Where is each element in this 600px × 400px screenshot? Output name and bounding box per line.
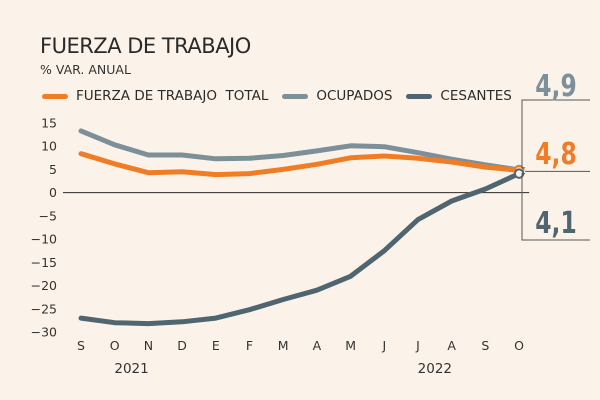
x-tick-label: O [514,338,524,353]
end-label-ocupados: 4,9 [535,69,576,104]
y-tick-label: −30 [31,325,57,340]
legend-label-ocupados: OCUPADOS [316,88,393,104]
y-tick-label: −15 [31,255,57,270]
y-tick-label: −5 [39,208,57,223]
y-tick-label: −25 [31,301,57,316]
end-label-total: 4,8 [535,137,576,172]
x-tick-label: M [278,338,289,353]
y-tick-label: 15 [41,116,57,131]
legend-label-cesantes: CESANTES [440,88,512,104]
x-year-label: 2021 [114,361,148,377]
x-tick-label: N [144,338,153,353]
legend-swatch-total [42,93,68,99]
legend-label-total: FUERZA DE TRABAJO TOTAL [76,88,269,104]
x-tick-label: A [313,338,322,353]
legend-item-cesantes: CESANTES [406,88,512,104]
x-year-label: 2022 [418,361,452,377]
x-tick-label: D [177,338,187,353]
legend-swatch-cesantes [406,93,433,99]
x-tick-label: F [246,338,253,353]
end-label-cesantes: 4,1 [535,206,576,241]
annotation-bracket-cesantes [521,173,590,241]
y-tick-label: 10 [41,139,57,154]
x-tick-label: J [415,338,420,353]
y-tick-label: 0 [49,185,57,200]
x-tick-label: E [212,338,220,353]
chart-legend: FUERZA DE TRABAJO TOTAL OCUPADOS CESANTE… [42,88,526,104]
x-tick-label: J [381,338,386,353]
x-tick-label: O [110,338,120,353]
y-tick-label: 5 [49,162,57,177]
x-tick-label: A [447,338,456,353]
y-tick-label: −10 [31,232,57,247]
series-line-1 [78,128,522,173]
x-tick-label: S [77,338,85,353]
x-tick-label: M [345,338,356,353]
annotation-bracket-ocupados [521,99,590,169]
legend-item-total: FUERZA DE TRABAJO TOTAL [42,88,268,104]
chart-title: FUERZA DE TRABAJO [40,34,251,58]
series-line-2 [78,171,522,327]
legend-swatch-ocupados [282,93,309,99]
chart-subtitle: % VAR. ANUAL [40,62,131,77]
x-tick-label: S [481,338,489,353]
series-line-0 [78,151,522,178]
y-tick-label: −20 [31,278,57,293]
legend-item-ocupados: OCUPADOS [282,88,392,104]
